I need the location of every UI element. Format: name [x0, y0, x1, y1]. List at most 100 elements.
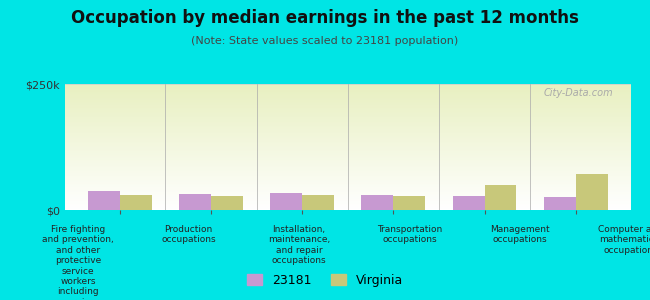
Bar	[65, 208, 630, 209]
Bar	[65, 145, 630, 146]
Bar	[65, 119, 630, 121]
Bar	[65, 172, 630, 173]
Bar	[65, 182, 630, 184]
Bar	[65, 178, 630, 180]
Bar	[65, 108, 630, 109]
Bar	[120, 195, 151, 210]
Bar	[65, 175, 630, 176]
Bar	[65, 158, 630, 160]
Bar	[65, 127, 630, 128]
Bar	[393, 196, 425, 210]
Bar	[65, 137, 630, 138]
Bar	[65, 102, 630, 103]
Bar	[361, 195, 393, 210]
Bar	[65, 176, 630, 177]
Bar	[65, 126, 630, 127]
Bar	[65, 156, 630, 157]
Bar	[65, 202, 630, 204]
Text: Production
occupations: Production occupations	[161, 225, 216, 244]
Bar	[65, 167, 630, 168]
Bar	[65, 122, 630, 123]
Bar	[576, 174, 608, 210]
Bar	[179, 194, 211, 210]
Bar	[65, 129, 630, 130]
Bar	[65, 180, 630, 181]
Bar	[65, 84, 630, 85]
Bar	[65, 162, 630, 164]
Bar	[65, 123, 630, 124]
Bar	[544, 197, 576, 210]
Bar	[65, 196, 630, 197]
Bar	[65, 166, 630, 167]
Bar	[65, 95, 630, 97]
Bar	[65, 209, 630, 210]
Text: (Note: State values scaled to 23181 population): (Note: State values scaled to 23181 popu…	[191, 36, 459, 46]
Bar	[65, 134, 630, 136]
Bar	[65, 177, 630, 178]
Bar	[65, 89, 630, 90]
Bar	[484, 185, 517, 210]
Bar	[65, 161, 630, 162]
Bar	[65, 142, 630, 143]
Bar	[65, 113, 630, 114]
Bar	[65, 141, 630, 142]
Bar	[65, 160, 630, 161]
Text: Management
occupations: Management occupations	[490, 225, 550, 244]
Bar	[65, 151, 630, 152]
Text: Occupation by median earnings in the past 12 months: Occupation by median earnings in the pas…	[71, 9, 579, 27]
Bar	[65, 136, 630, 137]
Bar	[65, 86, 630, 88]
Bar	[65, 165, 630, 166]
Bar	[65, 88, 630, 89]
Bar	[65, 92, 630, 93]
Bar	[65, 152, 630, 153]
Bar	[65, 184, 630, 185]
Bar	[65, 117, 630, 118]
Bar	[65, 110, 630, 112]
Bar	[65, 197, 630, 199]
Bar	[65, 105, 630, 107]
Bar	[211, 196, 243, 210]
Bar	[65, 116, 630, 117]
Text: City-Data.com: City-Data.com	[544, 88, 614, 98]
Bar	[65, 130, 630, 132]
Bar	[65, 104, 630, 105]
Bar	[65, 205, 630, 206]
Bar	[65, 124, 630, 126]
Bar	[65, 187, 630, 189]
Bar	[65, 194, 630, 195]
Bar	[65, 189, 630, 190]
Bar	[65, 154, 630, 156]
Bar	[65, 103, 630, 104]
Bar	[65, 186, 630, 187]
Bar	[65, 133, 630, 134]
Bar	[65, 138, 630, 140]
Bar	[65, 121, 630, 122]
Bar	[65, 112, 630, 113]
Bar	[65, 164, 630, 165]
Bar	[65, 173, 630, 175]
Bar	[65, 200, 630, 201]
Bar	[65, 143, 630, 145]
Bar	[452, 196, 484, 210]
Bar	[65, 107, 630, 108]
Bar	[65, 204, 630, 205]
Bar	[65, 100, 630, 102]
Bar	[65, 191, 630, 192]
Bar	[65, 99, 630, 100]
Bar	[65, 128, 630, 129]
Bar	[65, 94, 630, 95]
Bar	[65, 114, 630, 116]
Bar	[65, 168, 630, 170]
Bar	[65, 148, 630, 149]
Legend: 23181, Virginia: 23181, Virginia	[244, 270, 406, 291]
Bar	[65, 132, 630, 133]
Bar	[65, 149, 630, 151]
Bar	[65, 157, 630, 158]
Bar	[65, 206, 630, 208]
Text: Computer and
mathematical
occupations: Computer and mathematical occupations	[598, 225, 650, 255]
Bar	[65, 147, 630, 148]
Bar	[65, 195, 630, 196]
Bar	[65, 185, 630, 186]
Bar	[270, 193, 302, 210]
